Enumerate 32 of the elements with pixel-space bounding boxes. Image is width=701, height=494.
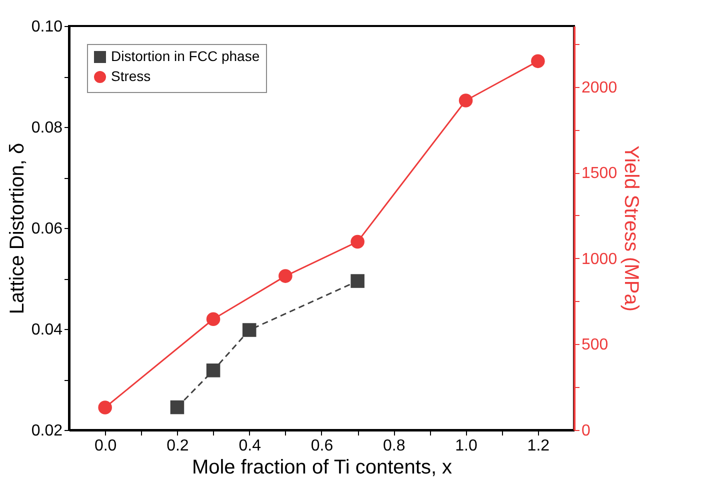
y-tick-label: 0.02	[31, 422, 63, 440]
x-tick-label: 0.4	[238, 438, 262, 454]
legend-label: Stress	[111, 68, 151, 84]
y2-tick-label: 1500	[582, 165, 618, 182]
y2-tick-label: 1000	[582, 250, 618, 268]
point	[350, 234, 364, 249]
x-tick-label: 0.0	[94, 438, 117, 454]
y2-tick-label: 0	[582, 422, 590, 440]
point	[531, 54, 545, 68]
y-tick-label: 0.08	[31, 120, 63, 136]
y-tick-label: 0.06	[31, 220, 63, 238]
y2-tick-label: 500	[582, 336, 608, 354]
x-tick-label: 0.6	[310, 438, 334, 454]
point	[350, 274, 364, 288]
point	[458, 94, 473, 108]
x-tick-label: 1.2	[527, 438, 550, 454]
x-tick-label: 0.8	[383, 438, 406, 454]
point	[98, 400, 112, 414]
legend-label: Distortion in FCC phase	[111, 48, 260, 64]
y-tick-label: 0.10	[31, 18, 63, 36]
x-axis-title: Mole fraction of Ti contents, x	[192, 456, 452, 478]
y-axis-title: Lattice Distortion, δ	[6, 142, 28, 314]
point	[206, 312, 220, 326]
y-tick-label: 0.04	[31, 322, 63, 338]
point	[206, 364, 220, 378]
y2-axis-title: Yield Stress (MPa)	[620, 146, 642, 312]
y2-tick-label: 2000	[582, 79, 618, 96]
x-tick-label: 1.0	[455, 438, 478, 454]
point	[170, 400, 184, 414]
point	[278, 269, 292, 283]
point	[242, 323, 256, 337]
x-tick-label: 0.2	[166, 438, 189, 454]
